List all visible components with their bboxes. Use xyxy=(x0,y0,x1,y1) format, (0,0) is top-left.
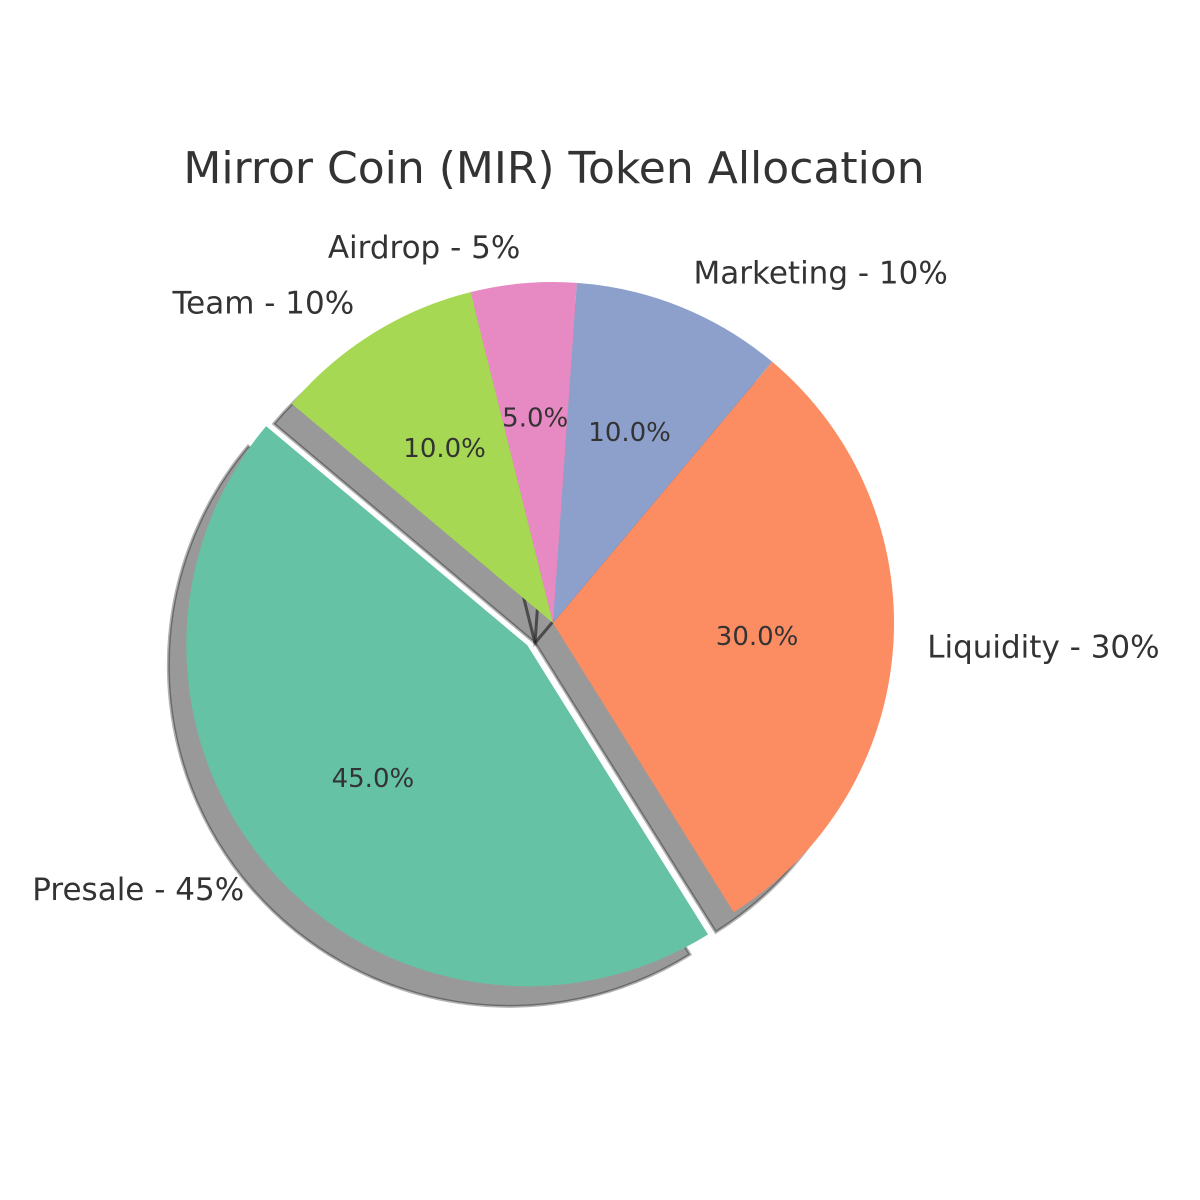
pct-label-marketing: 10.0% xyxy=(588,418,671,448)
pct-label-team: 10.0% xyxy=(403,434,486,464)
slice-label-airdrop: Airdrop - 5% xyxy=(328,230,520,266)
pct-label-presale: 45.0% xyxy=(332,764,415,794)
pct-label-airdrop: 5.0% xyxy=(502,404,568,434)
slice-label-team: Team - 10% xyxy=(171,285,354,321)
slice-team[interactable] xyxy=(291,292,553,623)
slice-marketing[interactable] xyxy=(553,282,773,623)
slice-label-marketing: Marketing - 10% xyxy=(694,256,948,292)
chart-title: Mirror Coin (MIR) Token Allocation xyxy=(183,143,924,194)
slice-label-presale: Presale - 45% xyxy=(32,872,244,908)
slice-layer xyxy=(186,281,894,987)
label-layer: Presale - 45% 45.0% Liquidity - 30% 30.0% Ma… xyxy=(32,230,1159,908)
pct-label-liquidity: 30.0% xyxy=(716,622,799,652)
slice-airdrop[interactable] xyxy=(470,281,577,623)
slice-presale[interactable] xyxy=(186,426,709,987)
slice-liquidity[interactable] xyxy=(553,361,894,913)
slice-label-liquidity: Liquidity - 30% xyxy=(927,630,1159,666)
